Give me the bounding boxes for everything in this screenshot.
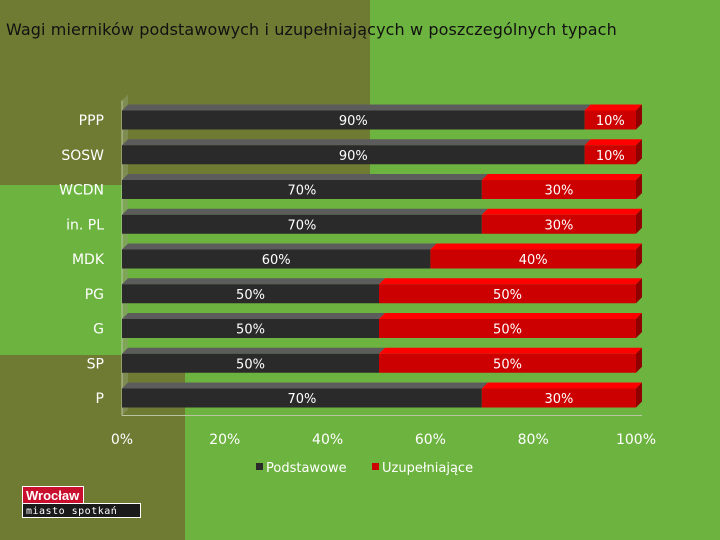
bar-segment (122, 180, 482, 199)
bar-end-face (636, 174, 642, 199)
bar-segment (122, 353, 379, 373)
bar-segment (122, 249, 431, 269)
bar-end-face (636, 347, 642, 373)
x-tick-label: 60% (415, 432, 446, 448)
category-label: SOSW (61, 148, 104, 164)
bar-segment (584, 145, 636, 165)
bar-end-face (636, 139, 642, 165)
bar-top-face (122, 382, 488, 389)
x-tick-label: 100% (616, 432, 656, 448)
bar-end-face (636, 104, 642, 130)
bar-segment (481, 180, 636, 199)
bar-data-label: 50% (493, 323, 522, 338)
logo-tagline: miasto spotkań (22, 503, 141, 518)
category-label: WCDN (59, 183, 104, 199)
bar-top-face (430, 243, 642, 250)
bar-segment (122, 284, 379, 304)
bar-data-label: 10% (596, 149, 625, 164)
bar-end-face (636, 278, 642, 304)
x-tick-label: 80% (518, 432, 549, 448)
bar-segment (379, 353, 636, 373)
bar-top-face (122, 278, 385, 285)
bar-data-label: 30% (544, 218, 573, 233)
category-label: MDK (72, 252, 105, 268)
legend-label: Podstawowe (266, 461, 347, 476)
x-tick-label: 40% (312, 432, 343, 448)
bar-data-label: 30% (544, 184, 573, 199)
bar-top-face (584, 139, 642, 146)
bar-top-face (122, 313, 385, 319)
bar-segment (430, 249, 636, 269)
bar-top-face (481, 382, 642, 389)
bar-top-face (379, 278, 642, 285)
bar-end-face (636, 313, 642, 338)
category-label: in. PL (66, 217, 104, 233)
bar-top-face (481, 208, 642, 215)
bar-data-label: 90% (339, 149, 368, 164)
category-label: P (96, 391, 104, 407)
bar-top-face (122, 347, 385, 354)
bar-segment (481, 214, 636, 234)
bar-data-label: 50% (236, 288, 265, 303)
bar-top-face (379, 347, 642, 354)
bar-top-face (122, 208, 488, 215)
bar-top-face (481, 174, 642, 180)
bar-end-face (636, 208, 642, 234)
bar-segment (122, 214, 482, 234)
bar-data-label: 30% (544, 392, 573, 407)
bar-top-face (122, 104, 591, 111)
bar-top-face (584, 104, 642, 111)
bar-segment (122, 110, 585, 130)
bar-segment (481, 388, 636, 408)
bar-segment (584, 110, 636, 130)
bar-end-face (636, 243, 642, 269)
bar-data-label: 70% (287, 218, 316, 233)
bar-top-face (122, 139, 591, 146)
bar-segment (122, 145, 585, 165)
bar-data-label: 70% (287, 392, 316, 407)
bar-data-label: 50% (493, 288, 522, 303)
bar-data-label: 60% (262, 253, 291, 268)
legend-swatch (256, 463, 263, 470)
category-label: G (93, 322, 104, 338)
x-tick-label: 0% (111, 432, 133, 448)
category-label: SP (87, 356, 104, 372)
wroclaw-logo: Wrocław miasto spotkań (22, 486, 141, 518)
logo-wordmark: Wrocław (22, 486, 84, 504)
bar-data-label: 90% (339, 114, 368, 129)
bar-end-face (636, 382, 642, 408)
x-tick-label: 20% (209, 432, 240, 448)
slide-title: Wagi mierników podstawowych i uzupełniaj… (6, 20, 617, 39)
bar-data-label: 10% (596, 114, 625, 129)
bar-segment (379, 284, 636, 304)
category-label: PPP (79, 113, 104, 129)
legend-label: Uzupełniające (382, 461, 473, 476)
bar-top-face (122, 243, 437, 250)
bar-data-label: 40% (519, 253, 548, 268)
legend-swatch (372, 463, 379, 470)
bar-data-label: 50% (236, 323, 265, 338)
bar-data-label: 50% (493, 357, 522, 372)
bar-segment (122, 319, 379, 338)
category-label: PG (85, 287, 104, 303)
bar-top-face (122, 174, 488, 180)
bar-data-label: 50% (236, 357, 265, 372)
bar-data-label: 70% (287, 184, 316, 199)
bar-segment (122, 388, 482, 408)
bar-top-face (379, 313, 642, 319)
bar-segment (379, 319, 636, 338)
